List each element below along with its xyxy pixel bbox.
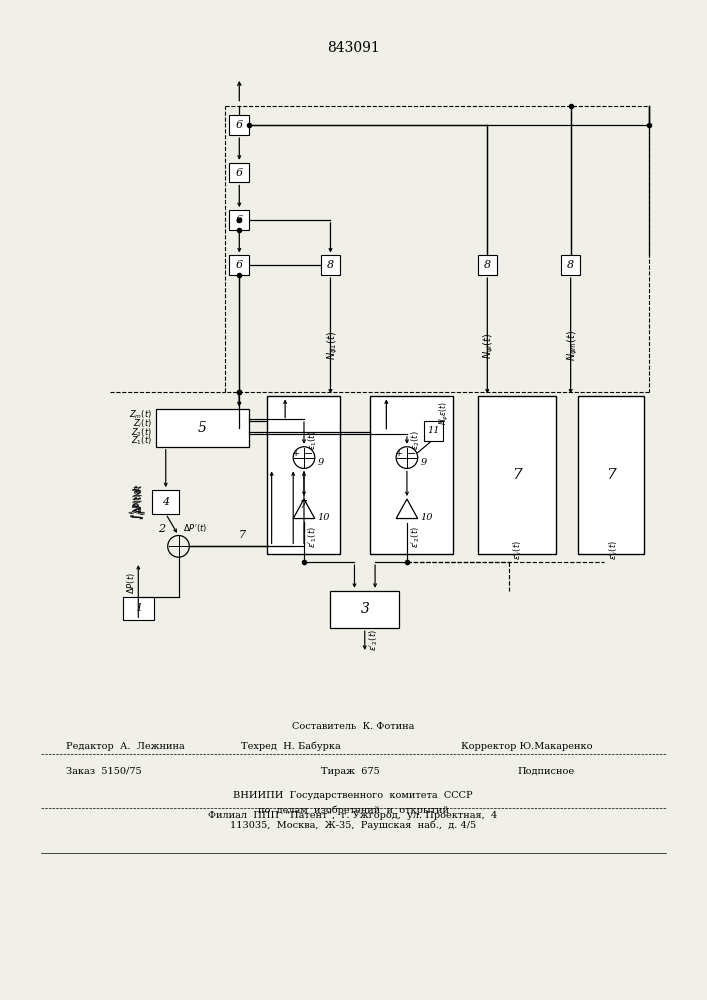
Text: 7: 7 [300, 500, 307, 510]
Text: $\varepsilon_1(t)$: $\varepsilon_1(t)$ [307, 430, 320, 450]
Text: Техред  Н. Бабурка: Техред Н. Бабурка [241, 742, 341, 751]
Text: 113035,  Москва,  Ж-35,  Раушская  наб.,  д. 4/5: 113035, Москва, Ж-35, Раушская наб., д. … [230, 821, 476, 830]
Text: 2: 2 [158, 524, 165, 534]
Bar [561, 255, 580, 275]
Text: $\int_0^t\!\Delta P(t)dt$: $\int_0^t\!\Delta P(t)dt$ [129, 484, 148, 520]
Text: Тираж  675: Тираж 675 [321, 767, 380, 776]
Bar [423, 421, 443, 441]
Bar [477, 255, 497, 275]
Text: $N_{\varphi i}(t)$: $N_{\varphi i}(t)$ [482, 332, 496, 359]
Text: $Z_2(t)$: $Z_2(t)$ [131, 426, 152, 439]
Bar [330, 591, 399, 628]
Text: 11: 11 [427, 426, 440, 435]
Bar [152, 490, 180, 514]
Text: $\varepsilon'_i(t)$: $\varepsilon'_i(t)$ [607, 540, 619, 560]
Text: 10: 10 [421, 513, 433, 522]
Text: 8: 8 [567, 260, 574, 270]
Text: Филиал  ППП  "Патент",  г. Ужгород,  ул. Проектная,  4: Филиал ППП "Патент", г. Ужгород, ул. Про… [209, 811, 498, 820]
Bar [230, 115, 249, 135]
Text: $N_{\varphi}\varepsilon(t)$: $N_{\varphi}\varepsilon(t)$ [438, 401, 451, 425]
Text: 10: 10 [317, 513, 330, 522]
Text: 9: 9 [317, 458, 324, 467]
Text: 6: 6 [235, 120, 243, 130]
Bar [477, 396, 556, 554]
Text: $N_{\varphi 1}(t)$: $N_{\varphi 1}(t)$ [325, 331, 339, 360]
Text: 843091: 843091 [327, 41, 380, 55]
Bar [230, 210, 249, 230]
Text: $N_{\varphi m}(t)$: $N_{\varphi m}(t)$ [566, 330, 580, 361]
Text: ВНИИПИ  Государственного  комитета  СССР: ВНИИПИ Государственного комитета СССР [233, 791, 473, 800]
Text: Подписное: Подписное [518, 767, 575, 776]
Bar [370, 396, 453, 554]
Text: $Z_m(t)$: $Z_m(t)$ [129, 409, 152, 421]
Bar [122, 597, 154, 620]
Text: $Z_i(t)$: $Z_i(t)$ [133, 417, 152, 430]
Text: 1: 1 [135, 603, 142, 613]
Text: −: − [304, 449, 314, 459]
Text: $\varepsilon_2(t)$: $\varepsilon_2(t)$ [410, 430, 422, 450]
Text: Редактор  А.  Лежнина: Редактор А. Лежнина [66, 742, 185, 751]
Text: $\varepsilon'_2(t)$: $\varepsilon'_2(t)$ [410, 526, 422, 548]
Text: +: + [395, 449, 403, 458]
Text: 6: 6 [235, 260, 243, 270]
Text: 7: 7 [239, 530, 246, 540]
Bar [267, 396, 340, 554]
Bar [321, 255, 340, 275]
Text: $\int_0^t\!\!\Delta P(t)dt$: $\int_0^t\!\!\Delta P(t)dt$ [127, 484, 147, 520]
Text: 5: 5 [198, 421, 207, 435]
Text: $\varepsilon'_1(t)$: $\varepsilon'_1(t)$ [307, 526, 320, 548]
Text: Заказ  5150/75: Заказ 5150/75 [66, 767, 141, 776]
Text: 8: 8 [327, 260, 334, 270]
Text: 4: 4 [162, 497, 169, 507]
Text: 7: 7 [606, 468, 616, 482]
Text: 6: 6 [235, 215, 243, 225]
Bar [230, 255, 249, 275]
Text: 8: 8 [484, 260, 491, 270]
Bar [578, 396, 644, 554]
Text: $\Delta P^{\prime}(t)$: $\Delta P^{\prime}(t)$ [183, 522, 208, 534]
Bar [230, 163, 249, 182]
Text: Корректор Ю.Макаренко: Корректор Ю.Макаренко [461, 742, 592, 751]
Text: $\varepsilon'_i(t)$: $\varepsilon'_i(t)$ [512, 540, 525, 560]
Text: 6: 6 [235, 168, 243, 178]
Text: $\Delta P(t)$: $\Delta P(t)$ [124, 572, 136, 594]
Bar [156, 409, 249, 447]
Text: −: − [407, 449, 416, 459]
Text: +: + [292, 449, 300, 458]
Text: $\varepsilon'_2(t)$: $\varepsilon'_2(t)$ [368, 629, 380, 651]
Text: по  делам  изобретений  и  открытий: по делам изобретений и открытий [257, 806, 448, 815]
Text: Составитель  К. Фотина: Составитель К. Фотина [292, 722, 414, 731]
Text: 9: 9 [421, 458, 427, 467]
Text: $\int_0^t\!\Delta P(t)dt$: $\int_0^t\!\Delta P(t)dt$ [129, 484, 149, 520]
Text: $Z_1(t)$: $Z_1(t)$ [131, 435, 152, 447]
Text: 3: 3 [361, 602, 369, 616]
Text: 7: 7 [512, 468, 522, 482]
